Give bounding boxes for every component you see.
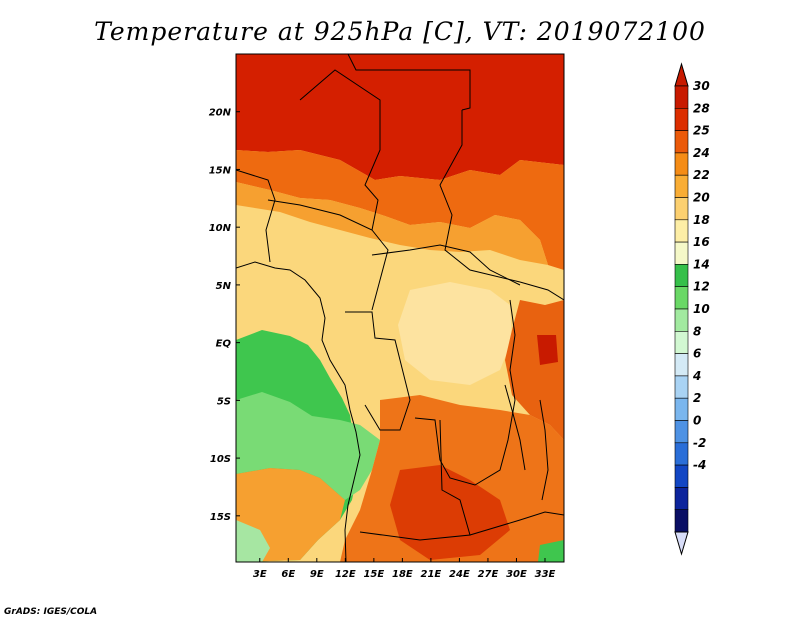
y-tick-label: 20N: [209, 108, 232, 119]
colorbar-swatch: [674, 264, 689, 287]
colorbar-label: 28: [693, 101, 710, 115]
x-tick-label: 15E: [363, 569, 384, 580]
colorbar-swatch: [674, 130, 689, 154]
colorbar-over-arrow: [674, 62, 689, 87]
border-sahara-north: [299, 69, 381, 231]
y-tick-label: 5S: [217, 396, 231, 407]
colorbar-label: 8: [693, 324, 701, 338]
colorbar-label: 0: [693, 414, 701, 428]
region-lake-victoria: [537, 335, 558, 365]
colorbar-label: 14: [693, 257, 710, 271]
colorbar-swatch: [674, 219, 689, 243]
border-nigeria: [267, 199, 389, 311]
x-tick-label: 12E: [335, 569, 356, 580]
region-sahel-south: [236, 182, 548, 265]
region-congo-basin: [398, 282, 512, 385]
region-far-southwest: [236, 520, 270, 562]
colorbar-under-arrow: [674, 531, 689, 556]
colorbar-label: 24: [693, 146, 710, 160]
colorbar-label: 25: [693, 124, 710, 138]
lake-tanganyika: [504, 384, 526, 471]
colorbar-label: 30: [693, 79, 710, 93]
region-angola-coast: [236, 392, 380, 500]
plot-frame: [235, 53, 565, 563]
colorbar-swatch: [674, 464, 689, 488]
region-south-east-green: [538, 540, 564, 562]
coastline-west: [236, 261, 361, 562]
chart-title: Temperature at 925hPa [C], VT: 201907210…: [94, 17, 706, 46]
lake-malawi: [539, 399, 549, 501]
footer-credit: GrADS: IGES/COLA: [4, 607, 97, 617]
y-tick-label: 10S: [210, 454, 231, 465]
border-congo: [345, 311, 411, 431]
border-drc-east: [414, 299, 516, 486]
colorbar-label: 4: [692, 369, 701, 383]
border-car: [371, 244, 521, 286]
colorbar-swatch: [674, 197, 689, 221]
y-axis: 20N 15N 10N 5N EQ 5S 10S 15S: [209, 108, 240, 523]
colorbar-swatch: [674, 420, 689, 444]
colorbar-label: 22: [693, 168, 710, 182]
colorbar-swatch: [674, 241, 689, 265]
colorbar-swatch: [674, 375, 689, 399]
colorbar-label: 12: [693, 280, 710, 294]
y-tick-label: 15N: [209, 165, 232, 176]
y-tick-label: 15S: [210, 512, 231, 523]
x-tick-label: 9E: [310, 569, 324, 580]
y-tick-label: 10N: [209, 223, 232, 234]
y-tick-label: EQ: [216, 339, 232, 350]
x-tick-label: 30E: [506, 569, 527, 580]
colorbar-swatch: [674, 353, 689, 377]
colorbar-swatch: [674, 85, 689, 109]
colorbar-swatch: [674, 442, 689, 466]
temperature-field: [236, 54, 564, 562]
x-tick-label: 3E: [253, 569, 267, 580]
border-sahel-west: [236, 169, 276, 263]
colorbar-label: 2: [693, 391, 701, 405]
colorbar-swatch: [674, 286, 689, 310]
colorbar-label: -4: [693, 458, 706, 472]
colorbar-swatch: [674, 108, 689, 131]
x-axis: 3E 6E 9E 12E 15E 18E 21E 24E 27E 30E 33E: [253, 558, 556, 580]
x-tick-label: 27E: [478, 569, 499, 580]
border-east: [519, 281, 564, 301]
colorbar-swatch: [674, 152, 689, 176]
colorbar-label: 10: [693, 302, 710, 316]
colorbar-swatch: [674, 174, 689, 198]
border-south: [469, 511, 564, 536]
border-chad-sudan: [439, 110, 521, 283]
region-sahel: [236, 150, 564, 270]
border-angola-zambia: [359, 419, 471, 541]
x-tick-label: 6E: [281, 569, 295, 580]
colorbar-swatch: [674, 509, 689, 533]
x-tick-label: 24E: [449, 569, 470, 580]
colorbar-swatch: [674, 487, 689, 510]
colorbar-swatch: [674, 330, 689, 354]
border-libya-egypt: [347, 54, 471, 111]
x-tick-label: 33E: [535, 569, 556, 580]
colorbar-swatch: [674, 308, 689, 332]
colorbar-swatch: [674, 397, 689, 421]
country-borders: [236, 54, 564, 562]
colorbar-label: 6: [693, 347, 701, 361]
region-zambia-south: [390, 465, 510, 560]
colorbar-label: 16: [693, 235, 710, 249]
colorbar-label: 18: [693, 213, 710, 227]
x-tick-label: 18E: [392, 569, 413, 580]
colorbar-label: -2: [693, 436, 706, 450]
region-sahara-north: [236, 54, 564, 180]
y-tick-label: 5N: [216, 281, 232, 292]
colorbar-label: 20: [693, 191, 710, 205]
x-tick-label: 21E: [421, 569, 442, 580]
